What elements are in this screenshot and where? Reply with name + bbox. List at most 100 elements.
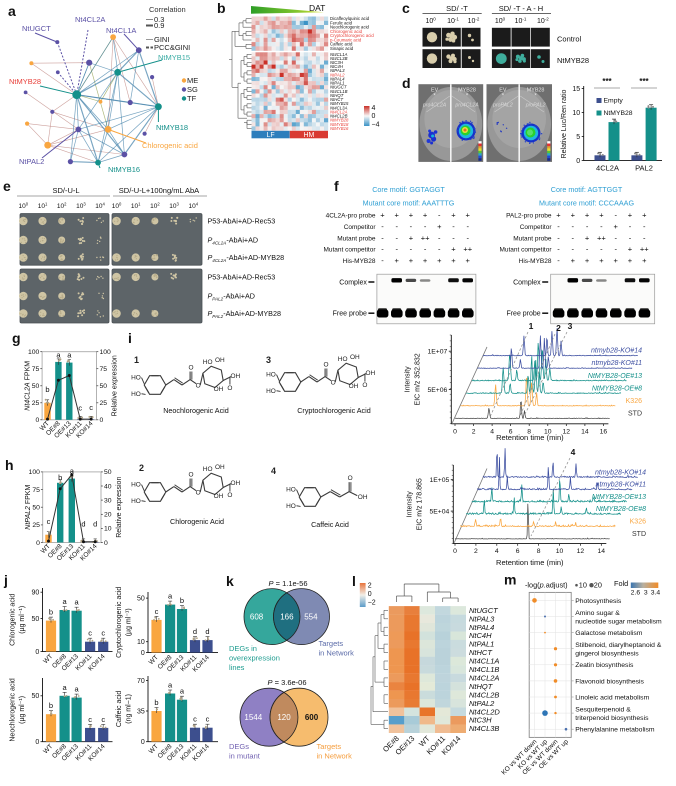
svg-text:NtMYB15: NtMYB15 [330, 101, 349, 106]
svg-text:Caffeic acid: Caffeic acid [116, 691, 123, 728]
svg-text:b: b [45, 385, 49, 394]
svg-text:10: 10 [556, 548, 564, 555]
svg-text:−4: −4 [372, 122, 380, 129]
svg-text:HO: HO [203, 466, 213, 473]
svg-text:Targets: Targets [319, 639, 344, 648]
svg-text:Cryptochlorogenic Acid: Cryptochlorogenic Acid [297, 406, 371, 415]
svg-text:+: + [451, 245, 456, 254]
svg-text:0: 0 [453, 428, 457, 435]
svg-text:Mutant probe: Mutant probe [513, 235, 552, 242]
svg-text:(µg ml⁻¹): (µg ml⁻¹) [19, 606, 26, 634]
svg-text:-: - [643, 222, 646, 231]
svg-text:NtHCT: NtHCT [469, 648, 493, 657]
svg-text:p-Coumaric acid: p-Coumaric acid [330, 38, 362, 43]
svg-text:50: 50 [100, 383, 108, 390]
svg-text:NtPAL4: NtPAL4 [469, 623, 494, 632]
svg-text:pro4CL2A: pro4CL2A [454, 103, 479, 109]
svg-text:His-MYB28: His-MYB28 [343, 258, 376, 265]
svg-text:-: - [572, 245, 575, 254]
svg-text:Sinapic acid: Sinapic acid [330, 46, 354, 51]
svg-text:NtPAL2: NtPAL2 [330, 72, 345, 77]
svg-text:+: + [585, 211, 590, 220]
svg-text:+: + [423, 256, 428, 265]
svg-text:103: 103 [169, 202, 179, 211]
svg-text:+: + [395, 211, 400, 220]
svg-text:OH: OH [214, 386, 224, 393]
svg-text:Nt4CL1B: Nt4CL1B [330, 89, 348, 94]
svg-text:HO: HO [203, 359, 213, 366]
svg-text:DAT: DAT [309, 3, 325, 13]
svg-text:Nt4CL2B: Nt4CL2B [330, 114, 348, 119]
svg-text:lines: lines [229, 663, 245, 672]
svg-text:HO: HO [266, 388, 276, 395]
svg-text:Competitor: Competitor [344, 224, 377, 231]
svg-text:50: 50 [104, 469, 112, 476]
svg-text:-: - [381, 222, 384, 231]
svg-text:b: b [180, 596, 184, 605]
svg-text:OH: OH [214, 493, 224, 500]
svg-text:-: - [466, 222, 469, 231]
svg-text:0: 0 [453, 548, 457, 555]
svg-text:c: c [402, 0, 410, 16]
svg-text:8: 8 [527, 428, 531, 435]
svg-text:a: a [63, 597, 68, 606]
svg-text:25: 25 [32, 522, 40, 529]
svg-text:NtUGCT: NtUGCT [330, 85, 347, 90]
svg-text:Cryptochlorogenic acid: Cryptochlorogenic acid [330, 33, 374, 38]
svg-text:Mutant competitor: Mutant competitor [499, 247, 552, 254]
svg-text:+: + [642, 211, 647, 220]
svg-text:NtHCT: NtHCT [330, 97, 344, 102]
svg-text:50: 50 [32, 383, 40, 390]
svg-text:103: 103 [76, 202, 86, 211]
svg-text:NtMYB28-OE#13: NtMYB28-OE#13 [588, 373, 642, 380]
svg-text:12: 12 [577, 548, 585, 555]
svg-text:SD/ -T: SD/ -T [446, 4, 468, 13]
svg-text:HM: HM [303, 132, 314, 139]
svg-text:NtPAL1: NtPAL1 [469, 640, 494, 649]
svg-text:MYB28: MYB28 [527, 88, 545, 94]
svg-text:Galactose metabolism: Galactose metabolism [575, 630, 643, 637]
svg-text:Caffeic acid: Caffeic acid [330, 42, 353, 47]
svg-text:50: 50 [32, 505, 40, 512]
svg-text:NtC3H: NtC3H [330, 60, 344, 65]
svg-text:1E+07: 1E+07 [427, 349, 447, 356]
svg-text:-: - [586, 222, 589, 231]
svg-text:GINI: GINI [154, 35, 169, 44]
svg-text:STD: STD [628, 410, 642, 417]
svg-text:-: - [557, 233, 560, 242]
svg-text:P4CL2A-AbAi+AD: P4CL2A-AbAi+AD [208, 236, 259, 246]
svg-text:2: 2 [139, 463, 144, 473]
svg-text:a: a [8, 3, 16, 19]
svg-text:O: O [331, 380, 336, 387]
svg-text:Flavonoid biosynthesis: Flavonoid biosynthesis [575, 678, 644, 685]
svg-text:0: 0 [100, 417, 104, 424]
svg-text:104: 104 [189, 202, 199, 211]
svg-text:5E+06: 5E+06 [427, 387, 447, 394]
svg-text:10-1: 10-1 [447, 17, 459, 26]
svg-text:K326: K326 [626, 398, 642, 405]
svg-text:c: c [78, 404, 82, 413]
svg-text:NtMYB16: NtMYB16 [108, 165, 140, 174]
svg-text:NtPAL2: NtPAL2 [19, 157, 44, 166]
svg-text:f: f [334, 178, 339, 194]
svg-text:20: 20 [594, 581, 602, 590]
svg-text:1E+05: 1E+05 [429, 477, 449, 484]
svg-text:90: 90 [32, 590, 40, 597]
svg-text:Nt4CL3B: Nt4CL3B [469, 724, 499, 733]
svg-text:a: a [75, 685, 80, 694]
svg-text:O: O [189, 471, 194, 478]
svg-text:P53-AbAi+AD-Rec53: P53-AbAi+AD-Rec53 [208, 273, 276, 282]
svg-text:(ng ml−1): (ng ml−1) [126, 694, 133, 724]
svg-text:-: - [438, 233, 441, 242]
svg-text:SD/-U-L: SD/-U-L [52, 186, 79, 195]
svg-text:100: 100 [28, 349, 40, 356]
svg-text:++: ++ [421, 233, 430, 242]
svg-text:P53-AbAi+AD-Rec53: P53-AbAi+AD-Rec53 [208, 217, 276, 226]
svg-text:***: *** [639, 77, 649, 86]
svg-text:+: + [628, 211, 633, 220]
svg-text:NtUGCT: NtUGCT [22, 24, 51, 33]
svg-text:101: 101 [131, 202, 141, 211]
svg-text:+: + [466, 211, 471, 220]
svg-text:100: 100 [112, 202, 122, 211]
svg-text:b: b [49, 608, 53, 617]
